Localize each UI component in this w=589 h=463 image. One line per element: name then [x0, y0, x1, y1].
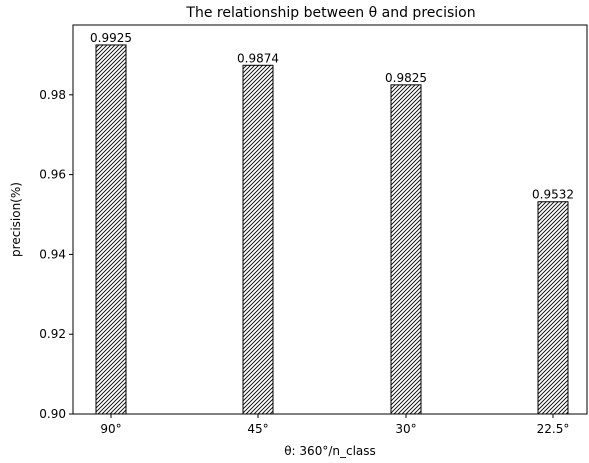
y-tick-label: 0.92	[39, 327, 66, 341]
chart-title: The relationship between θ and precision	[185, 5, 475, 21]
y-tick-label: 0.96	[39, 168, 66, 182]
bar	[390, 84, 422, 415]
plot-area: 0.90 0.92 0.94 0.96 0.98 0.9925 90° 0.9874 45° 0.…	[39, 31, 574, 436]
data-label: 0.9874	[237, 51, 279, 65]
x-tick-label: 30°	[395, 422, 416, 436]
bar	[95, 44, 127, 415]
y-axis-label: precision(%)	[9, 182, 23, 257]
plot-frame	[72, 24, 588, 415]
y-tick-label: 0.94	[39, 247, 66, 261]
x-axis-label: θ: 360°/n_class	[284, 444, 376, 458]
data-label: 0.9532	[532, 188, 574, 202]
x-tick-label: 22.5°	[537, 422, 570, 436]
bar	[537, 201, 569, 415]
data-label: 0.9925	[90, 31, 132, 45]
y-tick-label: 0.90	[39, 407, 66, 421]
x-tick-label: 45°	[247, 422, 268, 436]
x-tick-label: 90°	[100, 422, 121, 436]
data-label: 0.9825	[385, 71, 427, 85]
bar	[242, 64, 274, 415]
y-tick-label: 0.98	[39, 88, 66, 102]
